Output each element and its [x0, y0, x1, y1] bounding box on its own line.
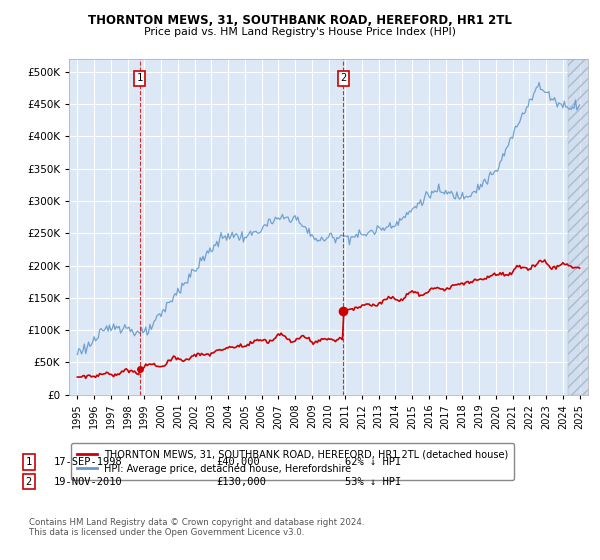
Text: 2: 2 [26, 477, 32, 487]
Text: 53% ↓ HPI: 53% ↓ HPI [345, 477, 401, 487]
Text: Contains HM Land Registry data © Crown copyright and database right 2024.
This d: Contains HM Land Registry data © Crown c… [29, 518, 364, 538]
Text: 17-SEP-1998: 17-SEP-1998 [54, 457, 123, 467]
Text: 1: 1 [26, 457, 32, 467]
Text: 19-NOV-2010: 19-NOV-2010 [54, 477, 123, 487]
Text: Price paid vs. HM Land Registry's House Price Index (HPI): Price paid vs. HM Land Registry's House … [144, 27, 456, 37]
Text: 1: 1 [137, 73, 143, 83]
Text: £130,000: £130,000 [216, 477, 266, 487]
Text: 2: 2 [340, 73, 347, 83]
Text: £40,000: £40,000 [216, 457, 260, 467]
Text: THORNTON MEWS, 31, SOUTHBANK ROAD, HEREFORD, HR1 2TL: THORNTON MEWS, 31, SOUTHBANK ROAD, HEREF… [88, 14, 512, 27]
Text: 62% ↓ HPI: 62% ↓ HPI [345, 457, 401, 467]
Bar [568, 59, 596, 395]
Bar [568, 59, 596, 395]
Legend: THORNTON MEWS, 31, SOUTHBANK ROAD, HEREFORD, HR1 2TL (detached house), HPI: Aver: THORNTON MEWS, 31, SOUTHBANK ROAD, HEREF… [71, 444, 514, 480]
